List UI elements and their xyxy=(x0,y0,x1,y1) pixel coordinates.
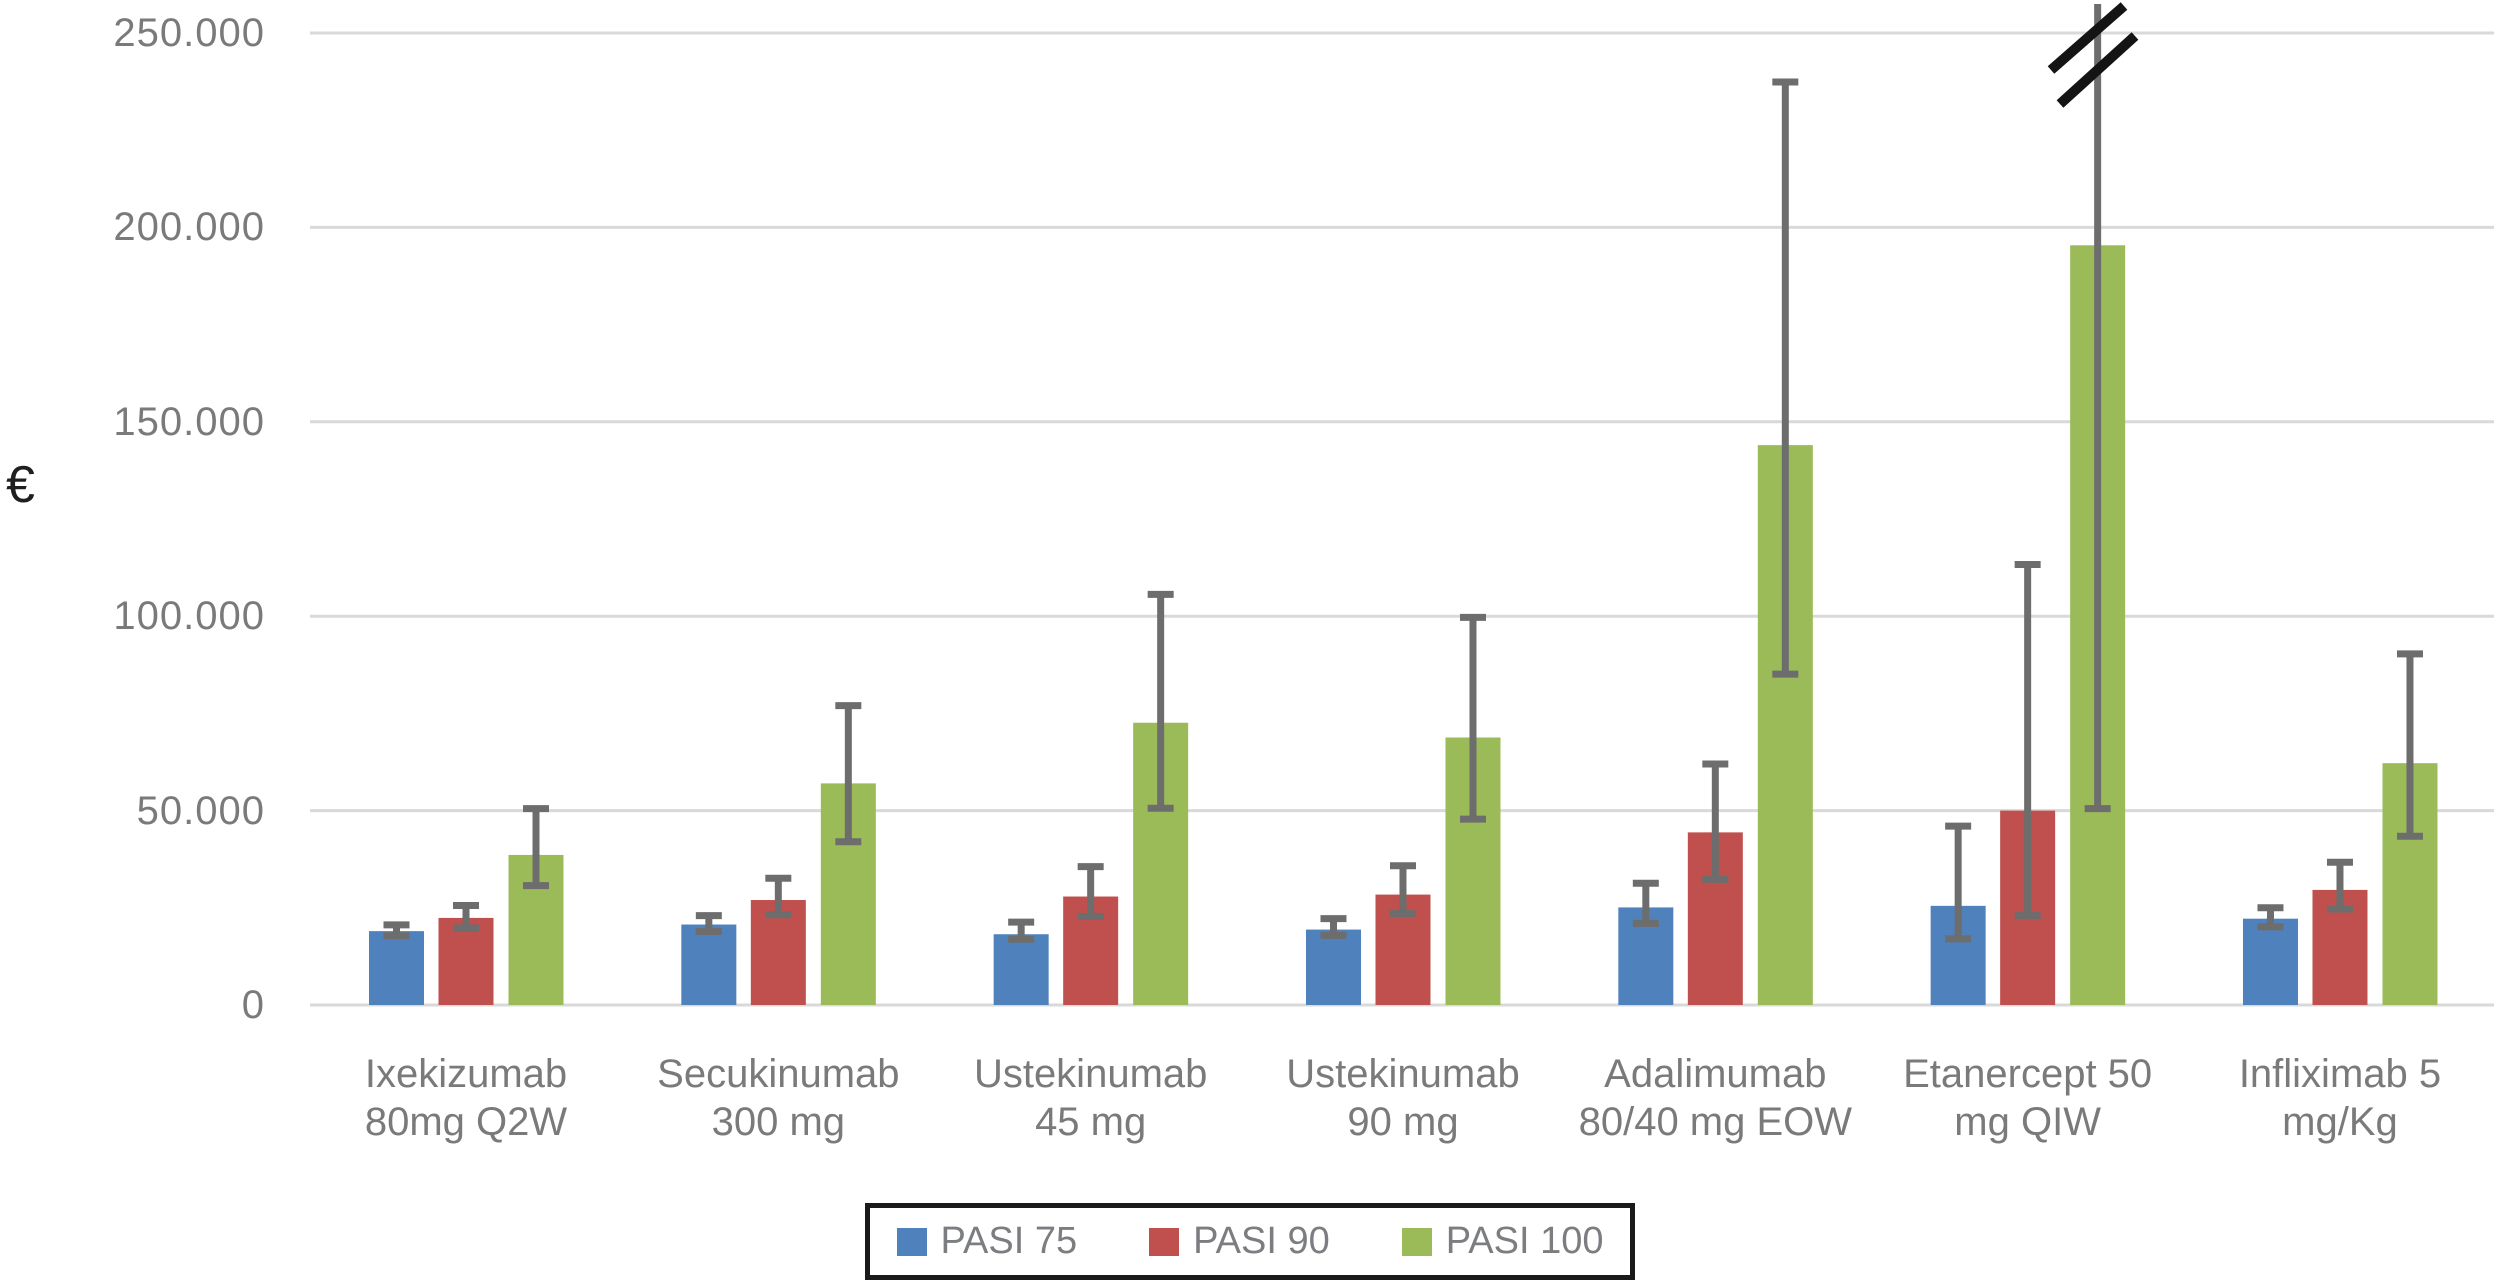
category-label-5: Adalimumab 80/40 mg EOW xyxy=(1578,1052,1853,1144)
legend-label: PASI 75 xyxy=(940,1220,1078,1262)
legend-item-pasi75: PASI 75 xyxy=(896,1220,1078,1263)
bar-pasi75-cat0 xyxy=(369,931,424,1005)
bar-pasi75-cat1 xyxy=(681,924,737,1005)
bar-pasi75-cat3 xyxy=(1305,929,1361,1005)
axis-break-slash-1 xyxy=(2047,2,2128,74)
legend-swatch-icon xyxy=(1149,1227,1180,1256)
y-axis-unit-label: € xyxy=(6,456,35,514)
legend-label: PASI 90 xyxy=(1193,1220,1330,1262)
legend-swatch-icon xyxy=(896,1227,927,1256)
category-label-7: Infliximab 5 mg/Kg xyxy=(2238,1052,2442,1144)
axis-break-slash-2 xyxy=(2056,32,2139,108)
y-tick-label-250.000: 250.000 xyxy=(113,11,265,55)
bar-pasi75-cat6 xyxy=(2242,918,2298,1005)
legend-box: PASI 75 PASI 90 PASI 100 xyxy=(865,1203,1635,1280)
category-label-1: Ixekizumab 80mg Q2W xyxy=(364,1052,568,1144)
bar-pasi75-cat2 xyxy=(993,934,1049,1005)
bar-pasi90-cat0 xyxy=(438,917,494,1005)
y-tick-label-0: 0 xyxy=(241,983,265,1027)
category-label-2: Secukinumab 300 mg xyxy=(657,1052,900,1144)
legend-label: PASI 100 xyxy=(1445,1220,1604,1262)
category-label-6: Etanercept 50 mg QIW xyxy=(1903,1052,2153,1144)
legend-swatch-icon xyxy=(1401,1227,1432,1256)
category-label-4: Ustekinumab 90 mg xyxy=(1286,1052,1520,1144)
legend-item-pasi100: PASI 100 xyxy=(1401,1220,1604,1263)
y-tick-label-200.000: 200.000 xyxy=(113,205,265,250)
y-tick-label-150.000: 150.000 xyxy=(113,399,265,444)
category-label-3: Ustekinumab 45 mg xyxy=(973,1052,1208,1144)
y-tick-label-100.000: 100.000 xyxy=(113,594,265,639)
y-tick-label-50.000: 50.000 xyxy=(136,788,265,833)
legend-item-pasi90: PASI 90 xyxy=(1149,1220,1330,1263)
